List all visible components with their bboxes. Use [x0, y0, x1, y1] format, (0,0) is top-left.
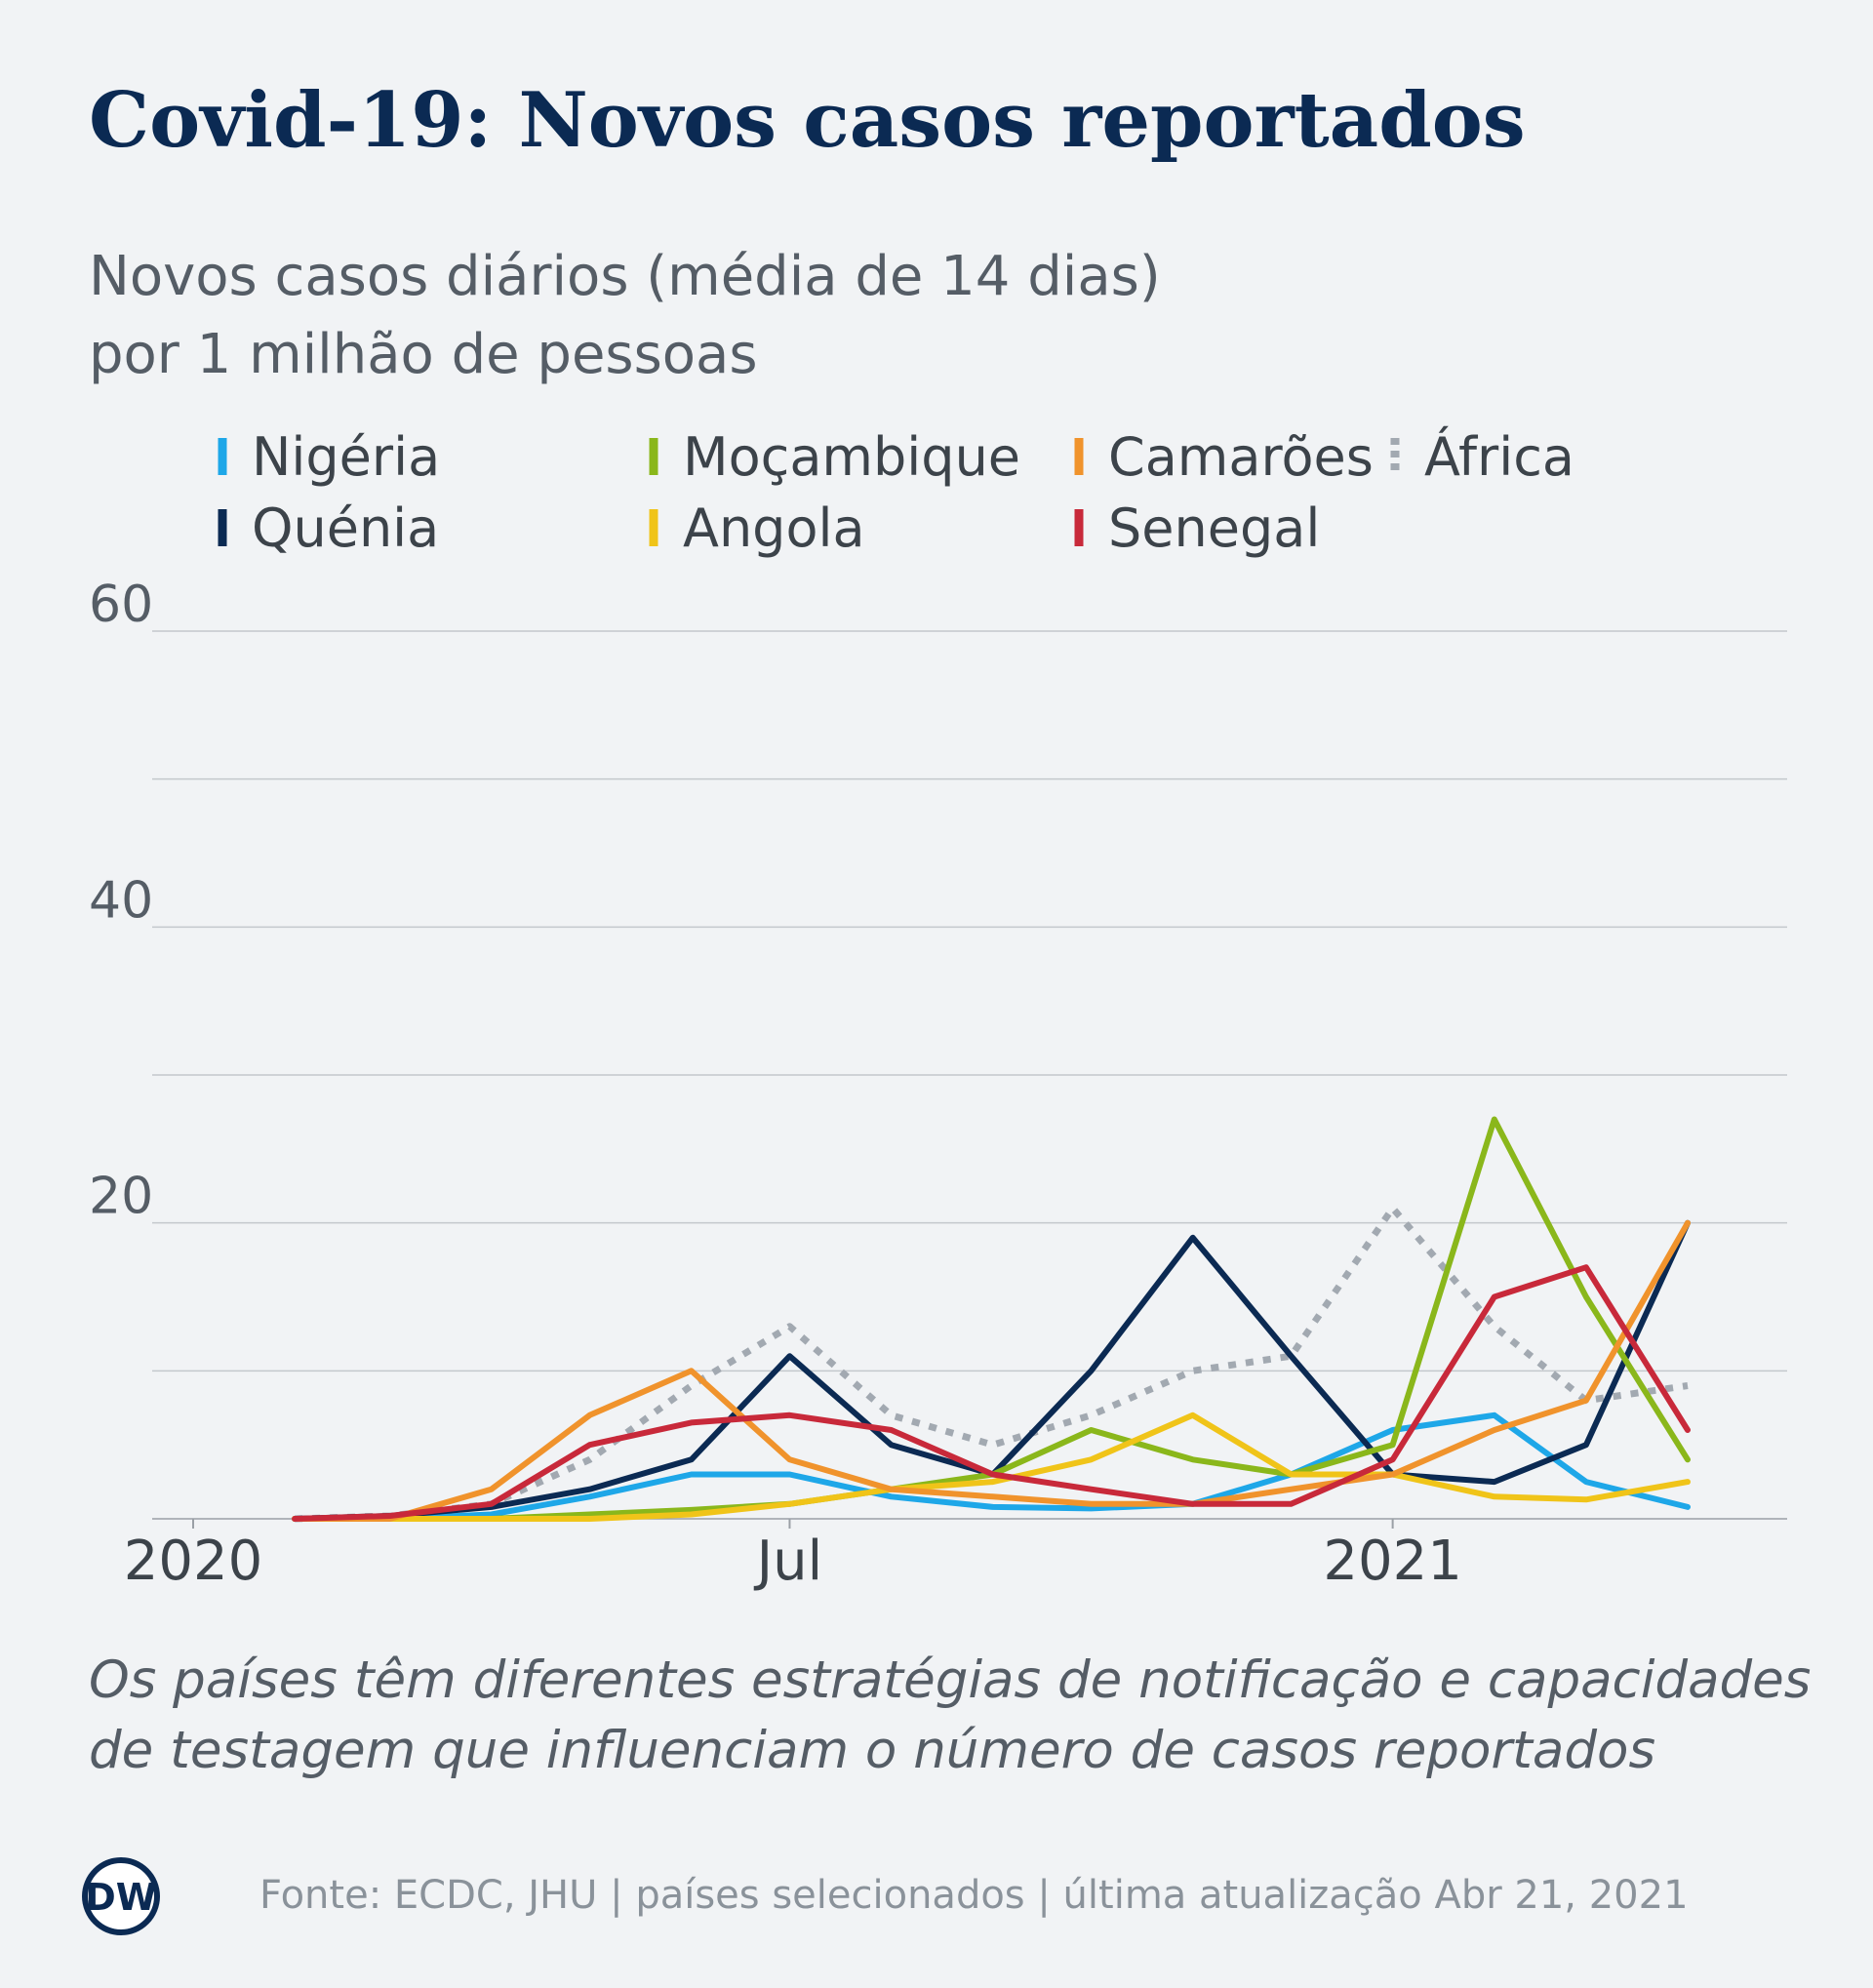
- series-line: [294, 1205, 1689, 1523]
- series-line: [292, 1219, 1691, 1522]
- legend-label: Moçambique: [683, 426, 1020, 488]
- x-tick-label: 2021: [1323, 1530, 1462, 1593]
- x-tick-label: Jul: [754, 1530, 823, 1593]
- logo: DW: [85, 1876, 156, 1919]
- legend-label: Angola: [683, 497, 865, 559]
- legend-label: Senegal: [1108, 497, 1320, 559]
- y-tick-label: 20: [89, 1168, 153, 1226]
- series-line: [292, 1411, 1691, 1522]
- plot: 20 40 60 2020 Jul 2021 Nigéria Quénia Moçambique…: [89, 426, 1787, 1593]
- note: de testagem que influenciam o número de …: [89, 1721, 1655, 1780]
- subtitle: por 1 milhão de pessoas: [89, 323, 758, 386]
- series-line: [292, 1411, 1691, 1522]
- note: Os países têm diferentes estratégias de …: [89, 1650, 1811, 1710]
- legend-label: Nigéria: [252, 426, 440, 488]
- series-line: [292, 1264, 1691, 1522]
- legend-label: Camarões: [1108, 426, 1374, 488]
- y-tick-label: 40: [89, 871, 153, 930]
- y-tick-label: 60: [89, 576, 153, 634]
- legend-label: África: [1424, 426, 1574, 488]
- x-tick-label: 2020: [124, 1530, 263, 1593]
- source: Fonte: ECDC, JHU | países selecionados |…: [259, 1873, 1689, 1918]
- logo-inner: [88, 1863, 154, 1929]
- subtitle: Novos casos diários (média de 14 dias): [89, 245, 1161, 308]
- chart-title: Covid-19: Novos casos reportados: [89, 76, 1526, 165]
- legend-label: Quénia: [252, 497, 439, 559]
